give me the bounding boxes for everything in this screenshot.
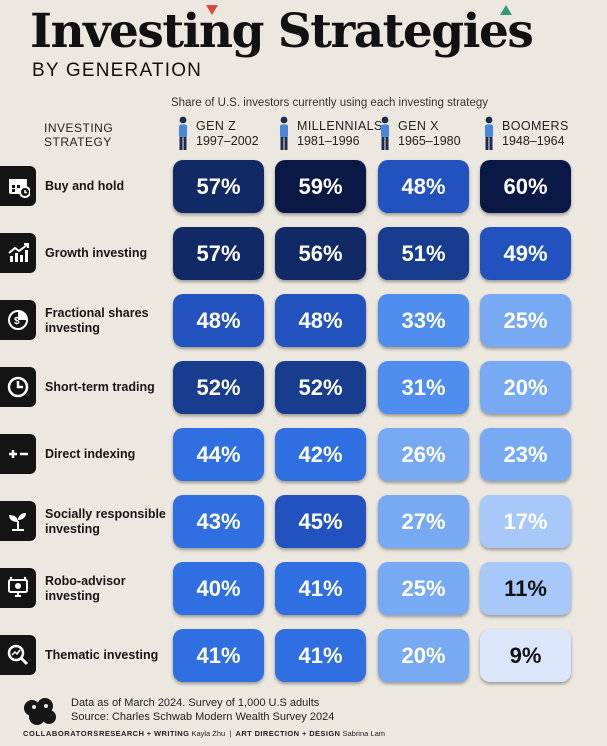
value-cell: 43%	[173, 495, 264, 548]
chart-caption: Share of U.S. investors currently using …	[171, 97, 489, 109]
strategy-label: Socially responsible investing	[45, 507, 170, 537]
value-cell: 41%	[275, 629, 366, 682]
value-cell: 45%	[275, 495, 366, 548]
value-cell: 57%	[173, 227, 264, 280]
robo-monitor-icon	[8, 576, 28, 597]
row-icon-tab	[0, 434, 36, 474]
growth-chart-icon	[8, 243, 29, 262]
column-name: GEN X	[398, 119, 439, 133]
column-years: 1997–2002	[196, 134, 259, 148]
person-icon	[381, 116, 389, 150]
column-name: MILLENNIALS	[297, 119, 383, 133]
value-cell: 57%	[173, 160, 264, 213]
strategy-label-line: Short-term trading	[45, 380, 155, 394]
value-cell: 51%	[378, 227, 469, 280]
strategy-label: Robo-advisor investing	[45, 574, 170, 604]
strategy-label-line: Buy and hold	[45, 179, 125, 193]
strategy-label: Direct indexing	[45, 447, 170, 462]
credits: RESEARCH + WRITING Kayla Zhu | ART DIREC…	[99, 729, 385, 738]
value-cell: 17%	[480, 495, 571, 548]
plus-minus-icon	[9, 450, 28, 458]
value-cell: 23%	[480, 428, 571, 481]
value-cell: 26%	[378, 428, 469, 481]
page-subtitle: BY GENERATION	[32, 60, 203, 81]
strategy-label-line: Socially responsible	[45, 506, 166, 521]
value-cell: 41%	[173, 629, 264, 682]
data-note: Data as of March 2024. Survey of 1,000 U…	[71, 697, 320, 709]
column-years: 1965–1980	[398, 134, 461, 148]
row-icon-tab	[0, 166, 36, 206]
person-icon	[485, 116, 493, 150]
strategy-label: Thematic investing	[45, 648, 170, 663]
strategy-label: Short-term trading	[45, 380, 170, 395]
strategy-label-line: Fractional shares	[45, 305, 149, 320]
value-cell: 41%	[275, 562, 366, 615]
value-cell: 48%	[378, 160, 469, 213]
value-cell: 60%	[480, 160, 571, 213]
brand-label: COLLABORATORS	[23, 729, 99, 738]
value-cell: 9%	[480, 629, 571, 682]
value-cell: 40%	[173, 562, 264, 615]
column-years: 1981–1996	[297, 134, 360, 148]
row-icon-tab	[0, 367, 36, 407]
svg-text:$: $	[14, 316, 20, 327]
collaborators-logo-icon	[24, 698, 56, 725]
value-cell: 44%	[173, 428, 264, 481]
person-icon	[280, 116, 288, 150]
row-icon-tab	[0, 233, 36, 273]
strategy-column-heading: INVESTING STRATEGY	[44, 121, 154, 149]
column-name: GEN Z	[196, 119, 237, 133]
art-name: Sabrina Lam	[342, 729, 385, 738]
clock-icon	[7, 376, 29, 398]
strategy-label-line: Robo-advisor	[45, 573, 126, 588]
strategy-label: Growth investing	[45, 246, 170, 261]
source-note: Source: Charles Schwab Modern Wealth Sur…	[71, 711, 335, 723]
value-cell: 20%	[480, 361, 571, 414]
person-icon	[179, 116, 187, 150]
column-name: BOOMERS	[502, 119, 569, 133]
strategy-heading-line: STRATEGY	[44, 135, 112, 149]
value-cell: 48%	[275, 294, 366, 347]
column-years: 1948–1964	[502, 134, 565, 148]
magnifier-chart-icon	[7, 644, 29, 666]
calendar-icon	[9, 179, 30, 198]
strategy-label-line: investing	[45, 320, 100, 335]
art-label: ART DIRECTION + DESIGN	[235, 729, 341, 738]
row-icon-tab: $	[0, 300, 36, 340]
value-cell: 25%	[378, 562, 469, 615]
value-cell: 25%	[480, 294, 571, 347]
strategy-label-line: Growth investing	[45, 246, 148, 260]
red-triangle-icon	[206, 5, 218, 15]
strategy-label-line: Direct indexing	[45, 447, 136, 461]
value-cell: 49%	[480, 227, 571, 280]
research-name: Kayla Zhu	[191, 729, 226, 738]
value-cell: 11%	[480, 562, 571, 615]
research-label: RESEARCH + WRITING	[99, 729, 190, 738]
strategy-label-line: Thematic investing	[45, 648, 159, 662]
value-cell: 52%	[275, 361, 366, 414]
strategy-label: Fractional shares investing	[45, 306, 170, 336]
strategy-heading-line: INVESTING	[44, 121, 114, 135]
page-title: Investing Strategies	[30, 4, 534, 59]
sprout-icon	[9, 513, 26, 531]
strategy-label-line: investing	[45, 588, 100, 603]
value-cell: 20%	[378, 629, 469, 682]
row-icon-tab	[0, 635, 36, 675]
coin-pie-icon: $	[8, 310, 28, 330]
value-cell: 59%	[275, 160, 366, 213]
value-cell: 42%	[275, 428, 366, 481]
row-icon-tab	[0, 568, 36, 608]
strategy-label-line: investing	[45, 521, 100, 536]
strategy-label: Buy and hold	[45, 179, 170, 194]
row-icon-tab	[0, 501, 36, 541]
value-cell: 27%	[378, 495, 469, 548]
value-cell: 33%	[378, 294, 469, 347]
value-cell: 48%	[173, 294, 264, 347]
value-cell: 56%	[275, 227, 366, 280]
value-cell: 52%	[173, 361, 264, 414]
value-cell: 31%	[378, 361, 469, 414]
green-triangle-icon	[500, 5, 512, 15]
